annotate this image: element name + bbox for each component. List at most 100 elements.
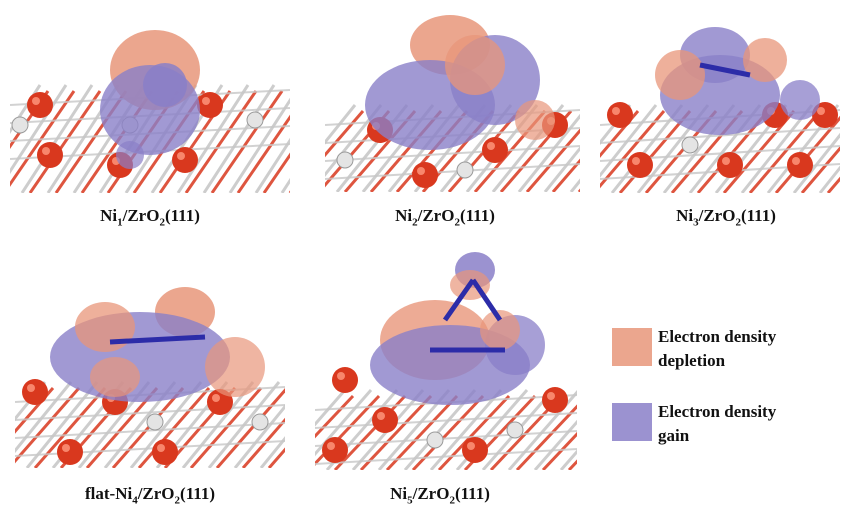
oxygen-atom — [37, 142, 63, 168]
caption-ni5: Ni5/ZrO2(111) — [390, 484, 490, 507]
zr-row — [15, 404, 285, 421]
oxygen-atom — [482, 137, 508, 163]
zr-bond — [600, 104, 658, 178]
atom-highlight — [487, 142, 495, 150]
o-bond — [28, 90, 102, 193]
atom-highlight — [632, 157, 640, 165]
o-bond — [437, 394, 511, 470]
zr-bond — [129, 381, 203, 468]
atom-highlight — [722, 157, 730, 165]
zr-bond — [315, 389, 373, 457]
oxygen-atom — [372, 407, 398, 433]
zr-bond — [543, 146, 580, 192]
oxygen-atom — [197, 92, 223, 118]
oxygen-atom — [787, 152, 813, 178]
zirconium-atom — [506, 421, 524, 439]
o-bond — [137, 387, 211, 468]
caption-flat-ni4: flat-Ni4/ZrO2(111) — [84, 484, 215, 507]
o-bond — [184, 90, 258, 193]
o-bond — [262, 152, 290, 193]
zr-bond — [559, 449, 577, 470]
oxygen-atom — [332, 367, 358, 393]
o-bond — [267, 447, 285, 468]
panel-ni5-image — [315, 250, 577, 470]
depletion-lobe — [655, 50, 705, 100]
atom-highlight — [32, 97, 40, 105]
depletion-lobe — [205, 337, 265, 397]
o-bond — [774, 115, 840, 193]
oxygen-atom — [172, 147, 198, 173]
zirconium-atom — [11, 116, 29, 134]
o-bond — [541, 431, 577, 470]
ni-ni-bond — [442, 278, 476, 322]
caption-ni2: Ni2/ZrO2(111) — [395, 206, 495, 229]
zr-bond — [325, 104, 357, 145]
zr-row — [15, 422, 285, 439]
o-bond — [315, 394, 381, 466]
o-bond — [748, 110, 822, 193]
o-bond — [551, 158, 580, 192]
atom-highlight — [377, 412, 385, 420]
panel-ni2-image — [325, 10, 580, 192]
o-bond — [10, 90, 76, 187]
ni-ni-bond — [470, 278, 503, 322]
zirconium-atom — [146, 413, 164, 431]
zr-bond — [254, 137, 290, 193]
oxygen-atom — [717, 152, 743, 178]
atom-highlight — [157, 444, 165, 452]
zr-bond — [181, 381, 255, 468]
o-bond — [189, 387, 263, 468]
atom-highlight — [177, 152, 185, 160]
depletion-lobe — [90, 357, 140, 397]
caption-ni1: Ni1/ZrO2(111) — [100, 206, 200, 229]
o-bond — [15, 387, 81, 464]
gain-lobe — [116, 141, 144, 169]
zr-row — [315, 430, 577, 447]
zr-row — [325, 145, 580, 162]
atom-highlight — [27, 384, 35, 392]
depletion-lobe — [743, 38, 787, 82]
o-bond — [325, 110, 365, 158]
oxygen-atom — [542, 387, 568, 413]
legend: Electron density depletion Electron dens… — [612, 325, 837, 465]
oxygen-atom — [27, 92, 53, 118]
o-bond — [618, 110, 692, 193]
oxygen-atom — [607, 102, 633, 128]
atom-highlight — [62, 444, 70, 452]
gain-lobe — [143, 63, 187, 107]
zr-bond — [233, 404, 285, 468]
zr-bond — [25, 381, 99, 468]
zr-bond — [176, 84, 250, 193]
zr-bond — [533, 419, 577, 470]
o-bond — [333, 394, 407, 470]
atom-highlight — [337, 372, 345, 380]
zr-row — [315, 412, 577, 429]
ni-ni-bond — [699, 62, 751, 78]
depletion-lobe — [515, 100, 555, 140]
o-bond — [215, 388, 285, 468]
panel-ni3-image — [600, 15, 840, 193]
o-bond — [525, 128, 580, 192]
o-bond — [111, 387, 185, 468]
depletion-lobe — [445, 35, 505, 95]
zirconium-atom — [251, 413, 269, 431]
panel-flat-ni4-image — [15, 282, 285, 468]
zirconium-atom — [456, 161, 474, 179]
legend-label-depletion: Electron density depletion — [658, 327, 777, 370]
oxygen-atom — [22, 379, 48, 405]
o-bond — [385, 394, 459, 470]
o-bond — [236, 114, 290, 193]
zr-bond — [259, 436, 285, 468]
atom-highlight — [547, 392, 555, 400]
oxygen-atom — [627, 152, 653, 178]
zr-bond — [15, 381, 73, 454]
o-bond — [800, 146, 840, 193]
zr-bond — [228, 97, 290, 193]
oxygen-atom — [322, 437, 348, 463]
atom-highlight — [417, 167, 425, 175]
atom-highlight — [817, 107, 825, 115]
caption-ni3: Ni3/ZrO2(111) — [676, 206, 776, 229]
o-bond — [210, 90, 284, 193]
depletion-lobe — [480, 310, 520, 350]
zirconium-atom — [336, 151, 354, 169]
